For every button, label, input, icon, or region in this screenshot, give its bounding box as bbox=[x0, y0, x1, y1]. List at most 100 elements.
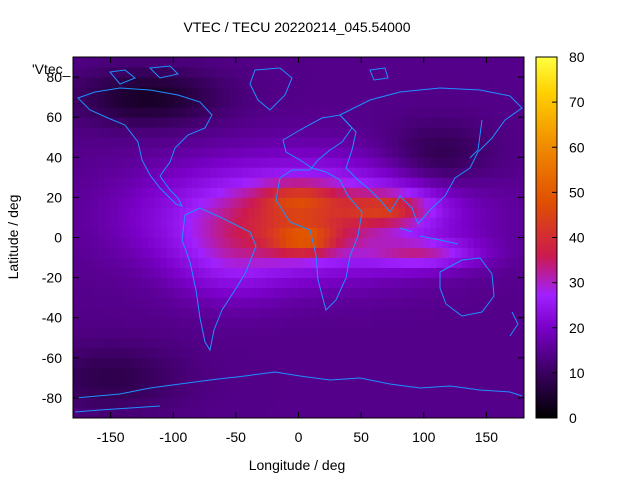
heatmap-cell bbox=[267, 177, 274, 188]
heatmap-cell bbox=[311, 137, 318, 148]
heatmap-cell bbox=[455, 337, 462, 349]
heatmap-cell bbox=[173, 397, 180, 409]
heatmap-cell bbox=[417, 357, 425, 369]
heatmap-cell bbox=[204, 167, 212, 178]
heatmap-cell bbox=[517, 227, 525, 238]
heatmap-cell bbox=[179, 57, 187, 68]
heatmap-cell bbox=[492, 397, 500, 409]
heatmap-cell bbox=[336, 337, 343, 349]
heatmap-cell bbox=[79, 337, 86, 349]
heatmap-cell bbox=[85, 87, 93, 98]
heatmap-cell bbox=[179, 277, 187, 289]
heatmap-cell bbox=[110, 307, 118, 319]
heatmap-cell bbox=[166, 117, 174, 128]
heatmap-cell bbox=[329, 117, 337, 128]
colorbar-tick-label: 30 bbox=[569, 275, 585, 291]
heatmap-cell bbox=[467, 317, 475, 329]
heatmap-cell bbox=[461, 377, 469, 389]
heatmap-cell bbox=[505, 57, 512, 68]
heatmap-cell bbox=[473, 367, 481, 379]
heatmap-cell bbox=[166, 337, 174, 349]
heatmap-cell bbox=[323, 347, 331, 359]
heatmap-cell bbox=[323, 87, 331, 98]
heatmap-cell bbox=[123, 157, 130, 168]
heatmap-cell bbox=[135, 167, 143, 178]
heatmap-cell bbox=[311, 67, 318, 78]
heatmap-cell bbox=[404, 277, 412, 289]
heatmap-cell bbox=[398, 377, 406, 389]
heatmap-cell bbox=[430, 227, 437, 238]
heatmap-cell bbox=[348, 187, 356, 198]
heatmap-cell bbox=[461, 307, 469, 319]
heatmap-cell bbox=[248, 147, 256, 158]
heatmap-cell bbox=[192, 397, 199, 409]
heatmap-cell bbox=[79, 407, 86, 419]
heatmap-cell bbox=[154, 77, 162, 88]
heatmap-cell bbox=[342, 267, 350, 279]
heatmap-cell bbox=[185, 327, 193, 339]
heatmap-cell bbox=[417, 197, 425, 208]
heatmap-cell bbox=[323, 407, 331, 419]
heatmap-cell bbox=[361, 107, 368, 118]
heatmap-cell bbox=[304, 147, 312, 158]
heatmap-cell bbox=[173, 157, 180, 168]
heatmap-cell bbox=[517, 407, 525, 419]
heatmap-cell bbox=[185, 107, 193, 118]
heatmap-cell bbox=[235, 347, 243, 359]
heatmap-cell bbox=[217, 377, 224, 389]
heatmap-cell bbox=[73, 157, 80, 168]
heatmap-cell bbox=[348, 327, 356, 339]
heatmap-cell bbox=[235, 137, 243, 148]
heatmap-cell bbox=[348, 77, 356, 88]
heatmap-cell bbox=[85, 137, 93, 148]
heatmap-cell bbox=[285, 207, 293, 218]
heatmap-cell bbox=[148, 227, 155, 238]
heatmap-cell bbox=[254, 137, 262, 148]
heatmap-cell bbox=[386, 277, 393, 289]
heatmap-cell bbox=[367, 407, 375, 419]
heatmap-cell bbox=[192, 177, 199, 188]
heatmap-cell bbox=[423, 257, 431, 268]
heatmap-cell bbox=[398, 227, 406, 238]
heatmap-cell bbox=[235, 247, 243, 258]
heatmap-cell bbox=[467, 77, 475, 88]
heatmap-cell bbox=[361, 127, 368, 138]
heatmap-cell bbox=[373, 197, 381, 208]
heatmap-cell bbox=[505, 207, 512, 218]
heatmap-cell bbox=[386, 397, 393, 409]
heatmap-cell bbox=[285, 407, 293, 419]
heatmap-cell bbox=[85, 77, 93, 88]
heatmap-cell bbox=[348, 247, 356, 258]
heatmap-cell bbox=[473, 247, 481, 258]
heatmap-cell bbox=[210, 117, 218, 128]
heatmap-cell bbox=[110, 257, 118, 268]
heatmap-cell bbox=[511, 397, 519, 409]
heatmap-cell bbox=[455, 287, 462, 299]
heatmap-cell bbox=[273, 107, 281, 118]
heatmap-cell bbox=[198, 127, 205, 138]
heatmap-cell bbox=[273, 247, 281, 258]
heatmap-cell bbox=[417, 337, 425, 349]
coastline-overlay bbox=[74, 65, 523, 413]
heatmap-cell bbox=[367, 57, 375, 68]
heatmap-cell bbox=[392, 117, 400, 128]
heatmap-cell bbox=[392, 177, 400, 188]
heatmap-cell bbox=[317, 217, 324, 228]
heatmap-cell bbox=[267, 307, 274, 319]
heatmap-cell bbox=[123, 87, 130, 98]
heatmap-cell bbox=[229, 247, 237, 258]
heatmap-cell bbox=[386, 377, 393, 389]
heatmap-cell bbox=[423, 317, 431, 329]
heatmap-cell bbox=[223, 367, 230, 379]
heatmap-cell bbox=[411, 297, 418, 309]
heatmap-cell bbox=[141, 367, 149, 379]
heatmap-cell bbox=[254, 307, 262, 319]
heatmap-cell bbox=[486, 107, 494, 118]
heatmap-cell bbox=[473, 177, 481, 188]
heatmap-cell bbox=[455, 407, 462, 419]
heatmap-cell bbox=[367, 377, 375, 389]
heatmap-cell bbox=[430, 277, 437, 289]
heatmap-cell bbox=[85, 297, 93, 309]
heatmap-cell bbox=[79, 107, 86, 118]
heatmap-cell bbox=[185, 387, 193, 399]
